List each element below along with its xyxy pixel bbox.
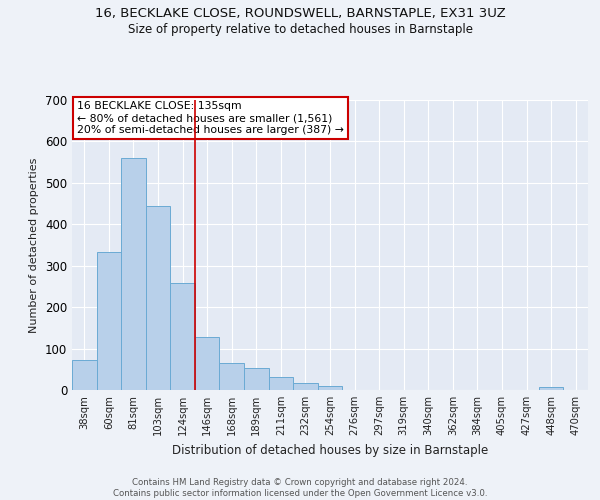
Text: Size of property relative to detached houses in Barnstaple: Size of property relative to detached ho…	[128, 22, 473, 36]
Y-axis label: Number of detached properties: Number of detached properties	[29, 158, 40, 332]
Bar	[539, 387, 563, 390]
Bar	[293, 382, 318, 390]
Bar	[269, 376, 293, 390]
Bar	[121, 158, 146, 390]
Text: 16 BECKLAKE CLOSE: 135sqm
← 80% of detached houses are smaller (1,561)
20% of se: 16 BECKLAKE CLOSE: 135sqm ← 80% of detac…	[77, 102, 344, 134]
Text: 16, BECKLAKE CLOSE, ROUNDSWELL, BARNSTAPLE, EX31 3UZ: 16, BECKLAKE CLOSE, ROUNDSWELL, BARNSTAP…	[95, 8, 505, 20]
Bar	[220, 363, 244, 390]
Bar	[244, 368, 269, 390]
Bar	[318, 386, 342, 390]
Text: Contains HM Land Registry data © Crown copyright and database right 2024.
Contai: Contains HM Land Registry data © Crown c…	[113, 478, 487, 498]
Bar	[97, 252, 121, 390]
Bar	[72, 360, 97, 390]
X-axis label: Distribution of detached houses by size in Barnstaple: Distribution of detached houses by size …	[172, 444, 488, 456]
Bar	[195, 338, 220, 390]
Bar	[170, 283, 195, 390]
Bar	[146, 206, 170, 390]
